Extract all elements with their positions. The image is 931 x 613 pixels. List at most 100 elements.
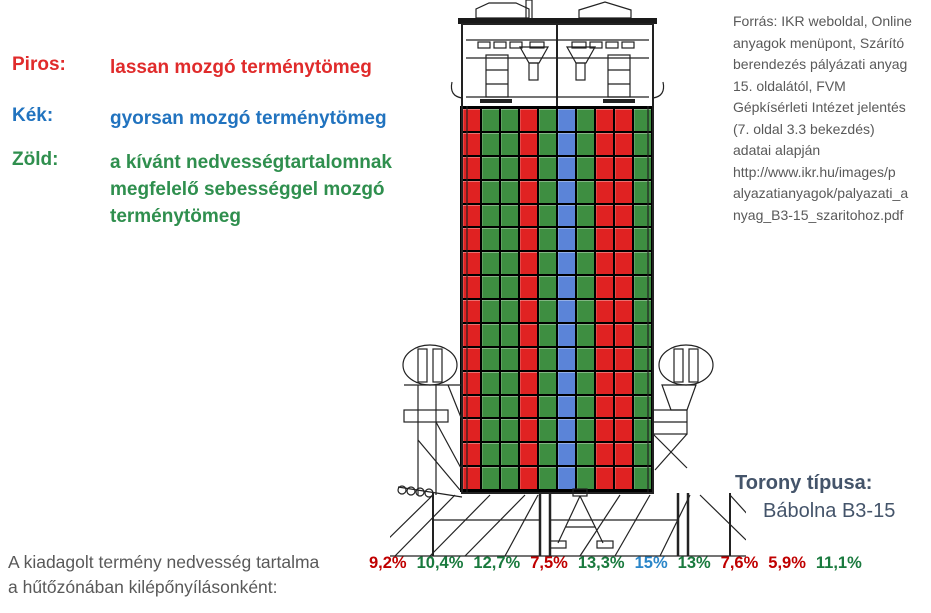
grain-cell-blue <box>557 442 576 467</box>
grain-cell-red <box>519 346 538 371</box>
grain-cell-red <box>519 108 538 132</box>
grain-cell-red <box>462 275 481 299</box>
grain-cell-red <box>519 251 538 276</box>
grain-cell-red <box>462 155 481 180</box>
tower-type: Torony típusa: Bábolna B3-15 <box>735 472 895 523</box>
grain-cell-green <box>633 346 652 371</box>
grain-cell-blue <box>557 203 576 228</box>
grain-cell-red <box>595 108 614 132</box>
tower-top-pipe <box>525 0 533 20</box>
grain-cell-green <box>538 203 557 228</box>
grain-cell-green <box>500 418 519 443</box>
grain-cell-red <box>614 346 633 371</box>
grain-cell-blue <box>557 275 576 299</box>
grain-cell-green <box>633 418 652 443</box>
grain-cell-green <box>633 179 652 204</box>
grain-cell-red <box>462 322 481 347</box>
grain-cell-green <box>538 322 557 347</box>
grain-cell-green <box>500 179 519 204</box>
grain-cell-green <box>633 394 652 419</box>
grain-cell-green <box>633 155 652 180</box>
grain-cell-red <box>614 203 633 228</box>
grain-cell-green <box>633 299 652 323</box>
grain-cell-red <box>614 370 633 395</box>
grain-cell-green <box>538 227 557 252</box>
grain-cell-green <box>481 275 500 299</box>
moisture-value: 5,9% <box>768 554 806 572</box>
grain-cell-green <box>576 251 595 276</box>
grain-cell-red <box>614 299 633 323</box>
grain-cell-green <box>576 442 595 467</box>
grain-cell-red <box>595 418 614 443</box>
grain-cell-green <box>500 251 519 276</box>
grain-cell-blue <box>557 155 576 180</box>
grain-cell-red <box>462 179 481 204</box>
grain-cell-red <box>614 322 633 347</box>
grain-cell-red <box>595 370 614 395</box>
grain-cell-red <box>614 179 633 204</box>
grain-cell-green <box>500 466 519 490</box>
grain-cell-red <box>462 418 481 443</box>
grain-cell-green <box>481 370 500 395</box>
grain-cell-green <box>633 466 652 490</box>
grain-cell-red <box>519 466 538 490</box>
right-fan <box>658 344 714 386</box>
grain-cell-green <box>538 418 557 443</box>
grain-cell-red <box>595 442 614 467</box>
grain-cell-green <box>538 251 557 276</box>
grain-cell-green <box>576 203 595 228</box>
grain-cell-red <box>595 179 614 204</box>
grain-cell-green <box>481 418 500 443</box>
grain-cell-red <box>614 155 633 180</box>
grain-cell-red <box>519 131 538 156</box>
grain-cell-green <box>576 299 595 323</box>
grain-cell-blue <box>557 466 576 490</box>
legend-label-blue: Kék: <box>12 105 54 126</box>
grain-cell-green <box>500 299 519 323</box>
grain-cell-green <box>633 108 652 132</box>
grain-cell-red <box>519 394 538 419</box>
grain-cell-green <box>633 275 652 299</box>
grain-cell-green <box>500 346 519 371</box>
grain-cell-green <box>500 227 519 252</box>
tower-type-value: Bábolna B3-15 <box>763 500 896 522</box>
grain-cell-blue <box>557 322 576 347</box>
grain-cell-green <box>481 346 500 371</box>
grain-cell-green <box>576 370 595 395</box>
grain-cell-green <box>500 203 519 228</box>
grain-cell-green <box>500 322 519 347</box>
grain-cell-green <box>633 227 652 252</box>
grain-cell-green <box>538 131 557 156</box>
grain-cell-green <box>576 131 595 156</box>
source-note: Forrás: IKR weboldal, Online anyagok men… <box>733 13 912 223</box>
grain-cell-red <box>462 442 481 467</box>
moisture-value: 13% <box>677 554 711 572</box>
grain-cell-blue <box>557 108 576 132</box>
grain-cell-green <box>481 108 500 132</box>
grain-cell-green <box>481 227 500 252</box>
grain-cell-red <box>462 370 481 395</box>
legend-text-blue: gyorsan mozgó terménytömeg <box>110 108 387 129</box>
grain-cell-green <box>538 394 557 419</box>
grain-cell-green <box>538 370 557 395</box>
feed-funnel-right <box>565 46 597 64</box>
grain-cell-red <box>462 131 481 156</box>
grain-cell-red <box>614 108 633 132</box>
grain-cell-green <box>538 346 557 371</box>
legend-text-green: a kívánt nedvességtartalomnak megfelelő … <box>110 152 392 227</box>
tower-type-label: Torony típusa: <box>735 472 873 494</box>
grain-cell-red <box>462 466 481 490</box>
grain-cell-green <box>538 179 557 204</box>
grain-cell-red <box>462 203 481 228</box>
grain-cell-red <box>595 322 614 347</box>
moisture-value: 11,1% <box>815 554 862 572</box>
grain-cell-red <box>614 418 633 443</box>
grain-cell-green <box>576 179 595 204</box>
grain-cell-red <box>519 322 538 347</box>
grain-cell-red <box>595 299 614 323</box>
grain-cell-red <box>614 275 633 299</box>
grain-cell-red <box>595 394 614 419</box>
feed-funnel-left <box>518 46 550 64</box>
grain-cell-blue <box>557 346 576 371</box>
grain-cell-green <box>500 275 519 299</box>
